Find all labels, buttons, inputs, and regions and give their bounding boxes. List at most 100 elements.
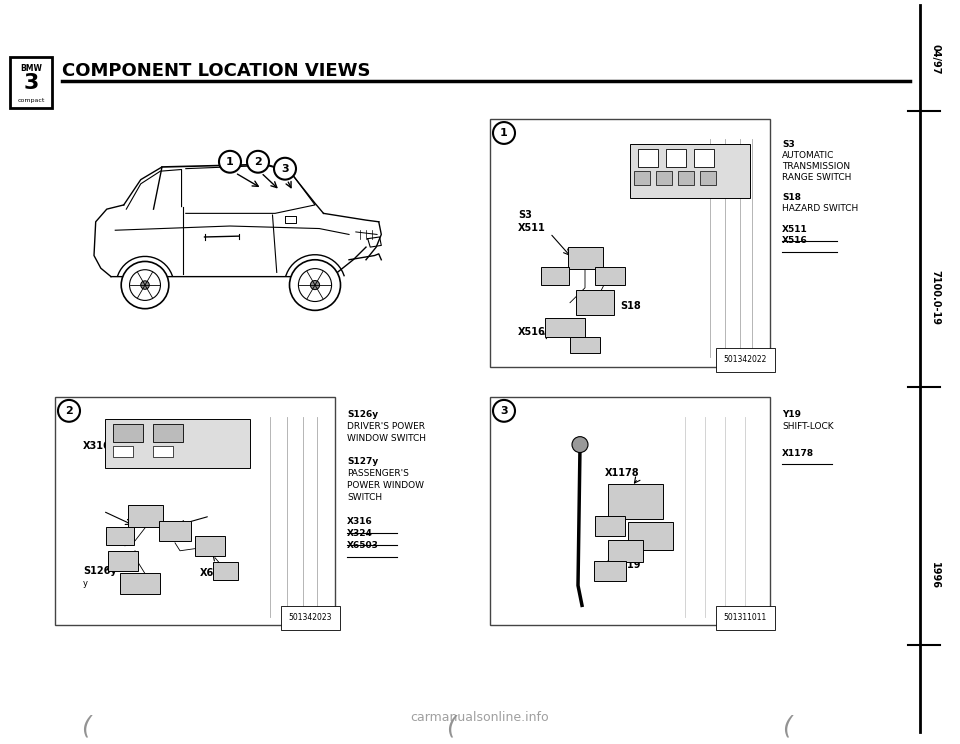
Text: compact: compact xyxy=(17,97,45,103)
Text: 2: 2 xyxy=(65,405,73,416)
Bar xyxy=(113,424,143,442)
Text: HAZARD SWITCH: HAZARD SWITCH xyxy=(782,205,858,214)
Bar xyxy=(128,505,162,527)
Bar xyxy=(541,267,569,285)
Bar xyxy=(594,561,626,580)
Text: X316: X316 xyxy=(83,440,110,451)
Text: Y19: Y19 xyxy=(620,559,640,570)
Bar xyxy=(159,521,191,541)
Text: S3: S3 xyxy=(518,211,532,220)
Text: X511: X511 xyxy=(518,223,545,233)
Text: 501342023: 501342023 xyxy=(289,613,332,622)
Bar xyxy=(567,247,603,269)
Text: 1996: 1996 xyxy=(930,562,940,589)
Text: 501311011: 501311011 xyxy=(724,613,767,622)
Text: 04/97: 04/97 xyxy=(930,45,940,75)
Circle shape xyxy=(299,269,331,301)
Bar xyxy=(153,424,183,442)
Bar xyxy=(55,397,335,625)
Text: X316: X316 xyxy=(347,517,372,526)
Bar xyxy=(656,170,672,185)
Text: 1: 1 xyxy=(227,157,234,167)
Bar xyxy=(490,397,770,625)
Text: S18: S18 xyxy=(620,301,640,311)
Text: SWITCH: SWITCH xyxy=(347,493,382,502)
Text: POWER WINDOW: POWER WINDOW xyxy=(347,481,424,490)
Text: X516: X516 xyxy=(782,236,807,245)
Bar xyxy=(120,573,160,594)
Text: X324: X324 xyxy=(347,529,372,538)
Circle shape xyxy=(130,270,160,301)
Bar xyxy=(570,338,600,353)
Text: S3: S3 xyxy=(782,140,795,149)
Text: 1: 1 xyxy=(500,128,508,138)
Bar xyxy=(630,144,750,199)
Bar xyxy=(212,562,237,580)
Bar xyxy=(700,170,716,185)
Text: 3: 3 xyxy=(23,74,38,93)
Bar xyxy=(105,419,250,469)
Text: 501342022: 501342022 xyxy=(724,355,767,365)
Circle shape xyxy=(219,151,241,173)
Text: (: ( xyxy=(782,715,792,739)
Text: X1178: X1178 xyxy=(605,468,639,478)
Circle shape xyxy=(141,280,150,289)
Bar xyxy=(638,149,658,167)
Bar xyxy=(545,318,585,338)
Text: X511: X511 xyxy=(782,225,807,234)
Bar xyxy=(108,551,138,571)
Text: S127y: S127y xyxy=(210,440,244,451)
Bar xyxy=(113,446,133,458)
Text: X6503: X6503 xyxy=(347,541,379,550)
Text: X324: X324 xyxy=(143,440,171,451)
Circle shape xyxy=(572,437,588,452)
Text: DRIVER'S POWER: DRIVER'S POWER xyxy=(347,422,425,431)
Bar xyxy=(106,527,134,545)
Circle shape xyxy=(247,151,269,173)
Text: PASSENGER'S: PASSENGER'S xyxy=(347,469,409,478)
Bar xyxy=(490,119,770,368)
Text: carmanualsonline.info: carmanualsonline.info xyxy=(411,711,549,725)
Bar xyxy=(628,522,673,550)
Text: 2: 2 xyxy=(254,157,262,167)
Text: X6503: X6503 xyxy=(200,568,234,577)
Circle shape xyxy=(274,158,296,179)
Bar xyxy=(195,536,225,556)
Text: RANGE SWITCH: RANGE SWITCH xyxy=(782,173,852,182)
Bar xyxy=(666,149,686,167)
Circle shape xyxy=(58,400,80,422)
Text: 3: 3 xyxy=(281,164,289,173)
Circle shape xyxy=(121,261,169,309)
Text: 7100.0-19: 7100.0-19 xyxy=(930,270,940,325)
Text: SHIFT-LOCK: SHIFT-LOCK xyxy=(782,422,833,431)
Bar xyxy=(10,57,52,108)
Bar xyxy=(678,170,694,185)
Text: S126y: S126y xyxy=(83,565,117,576)
Text: (: ( xyxy=(446,715,456,739)
Text: 3: 3 xyxy=(500,405,508,416)
Bar xyxy=(576,290,614,315)
Text: y: y xyxy=(83,579,88,588)
Bar xyxy=(608,484,662,519)
Bar xyxy=(595,516,625,536)
Bar xyxy=(55,139,445,368)
Bar xyxy=(153,446,173,458)
Circle shape xyxy=(493,122,515,144)
Circle shape xyxy=(310,280,320,289)
Text: (: ( xyxy=(82,715,91,739)
Text: S18: S18 xyxy=(782,193,801,202)
Text: COMPONENT LOCATION VIEWS: COMPONENT LOCATION VIEWS xyxy=(62,62,371,80)
Text: Y19: Y19 xyxy=(782,410,801,419)
Bar xyxy=(694,149,714,167)
Circle shape xyxy=(290,260,341,310)
Text: WINDOW SWITCH: WINDOW SWITCH xyxy=(347,434,426,443)
Bar xyxy=(608,540,642,562)
Text: S127y: S127y xyxy=(347,458,378,466)
Bar xyxy=(595,267,625,285)
Circle shape xyxy=(493,400,515,422)
Text: BMW: BMW xyxy=(20,64,42,73)
Text: S126y: S126y xyxy=(347,410,378,419)
Text: TRANSMISSION: TRANSMISSION xyxy=(782,161,851,170)
Text: X516: X516 xyxy=(518,327,545,338)
Text: X1178: X1178 xyxy=(782,449,814,458)
